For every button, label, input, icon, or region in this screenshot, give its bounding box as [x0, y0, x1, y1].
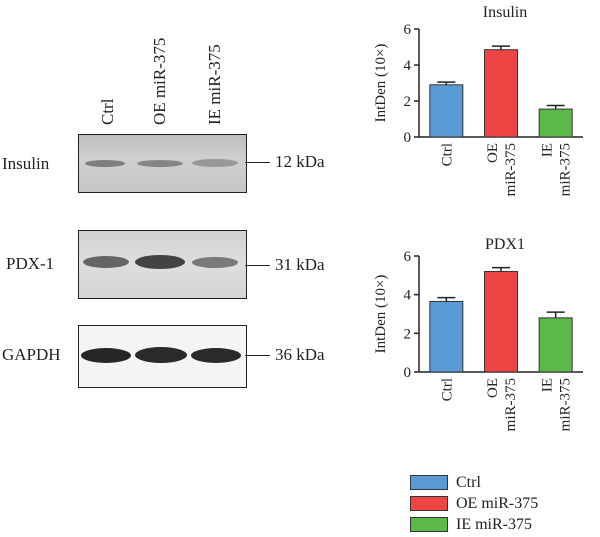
bar-0	[429, 84, 464, 138]
tick-insulin	[245, 162, 270, 163]
y-tick-label: 4	[404, 58, 412, 74]
lane-label-ie: IE miR-375	[205, 44, 224, 125]
legend-label-ctrl: Ctrl	[456, 473, 481, 491]
x-tick-label-0: Ctrl	[439, 378, 455, 401]
row-label-gapdh: GAPDH	[2, 345, 61, 364]
pdx1-band-ctrl	[83, 256, 129, 268]
x-tick-label-2: IE	[540, 143, 556, 157]
legend-label-oe: OE miR-375	[456, 494, 539, 512]
y-tick-label: 0	[404, 365, 412, 381]
lane-label-oe: OE miR-375	[150, 37, 169, 125]
legend-swatch-ie	[410, 517, 448, 532]
insulin-band-ctrl	[85, 160, 125, 167]
bar-2	[538, 108, 573, 138]
x-tick-label-2: miR-375	[558, 143, 574, 196]
legend-item-oe: OE miR-375	[410, 493, 538, 514]
insulin-band-ie	[192, 159, 238, 167]
insulin-band-oe	[137, 160, 183, 167]
pdx1-band-oe	[135, 255, 185, 269]
gapdh-band-ctrl	[81, 348, 131, 363]
x-tick-label-0: Ctrl	[439, 143, 455, 166]
row-label-insulin: Insulin	[2, 154, 50, 173]
tick-pdx1	[245, 265, 270, 266]
y-tick-label: 0	[404, 130, 412, 146]
y-axis-label: IntDen (10×)	[373, 275, 389, 354]
legend-swatch-ctrl	[410, 475, 448, 490]
gapdh-band-ie	[191, 348, 241, 363]
bar-1	[484, 49, 518, 138]
legend-label-ie: IE miR-375	[456, 515, 532, 533]
x-tick-label-2: IE	[540, 378, 556, 392]
legend: Ctrl OE miR-375 IE miR-375	[410, 472, 538, 535]
y-tick-label: 4	[404, 288, 412, 304]
size-label-pdx1: 31 kDa	[275, 255, 325, 274]
chart-title: Insulin	[483, 4, 527, 21]
tick-gapdh	[245, 355, 270, 356]
row-label-pdx1: PDX-1	[6, 254, 55, 273]
chart-title: PDX1	[485, 236, 525, 253]
y-tick-label: 6	[404, 249, 412, 265]
x-tick-label-1: OE	[485, 378, 501, 398]
gapdh-band-oe	[135, 347, 187, 363]
bar-2	[538, 317, 573, 373]
size-label-gapdh: 36 kDa	[275, 345, 325, 364]
pdx1-blot	[78, 230, 247, 299]
size-label-insulin: 12 kDa	[275, 152, 325, 171]
legend-item-ie: IE miR-375	[410, 514, 538, 535]
legend-swatch-oe	[410, 496, 448, 511]
lane-label-ctrl: Ctrl	[98, 98, 117, 125]
bar-0	[429, 300, 464, 373]
insulin-blot	[78, 134, 247, 193]
x-tick-label-1: miR-375	[503, 378, 519, 431]
y-tick-label: 2	[404, 326, 412, 342]
y-tick-label: 2	[404, 94, 412, 110]
gapdh-blot	[78, 325, 247, 388]
x-tick-label-1: miR-375	[503, 143, 519, 196]
bar-1	[484, 270, 518, 373]
legend-item-ctrl: Ctrl	[410, 472, 538, 493]
y-axis-label: IntDen (10×)	[373, 44, 389, 123]
x-tick-label-1: OE	[485, 143, 501, 163]
x-tick-label-2: miR-375	[558, 378, 574, 431]
pdx1-band-ie	[192, 257, 238, 268]
y-tick-label: 6	[404, 22, 412, 38]
